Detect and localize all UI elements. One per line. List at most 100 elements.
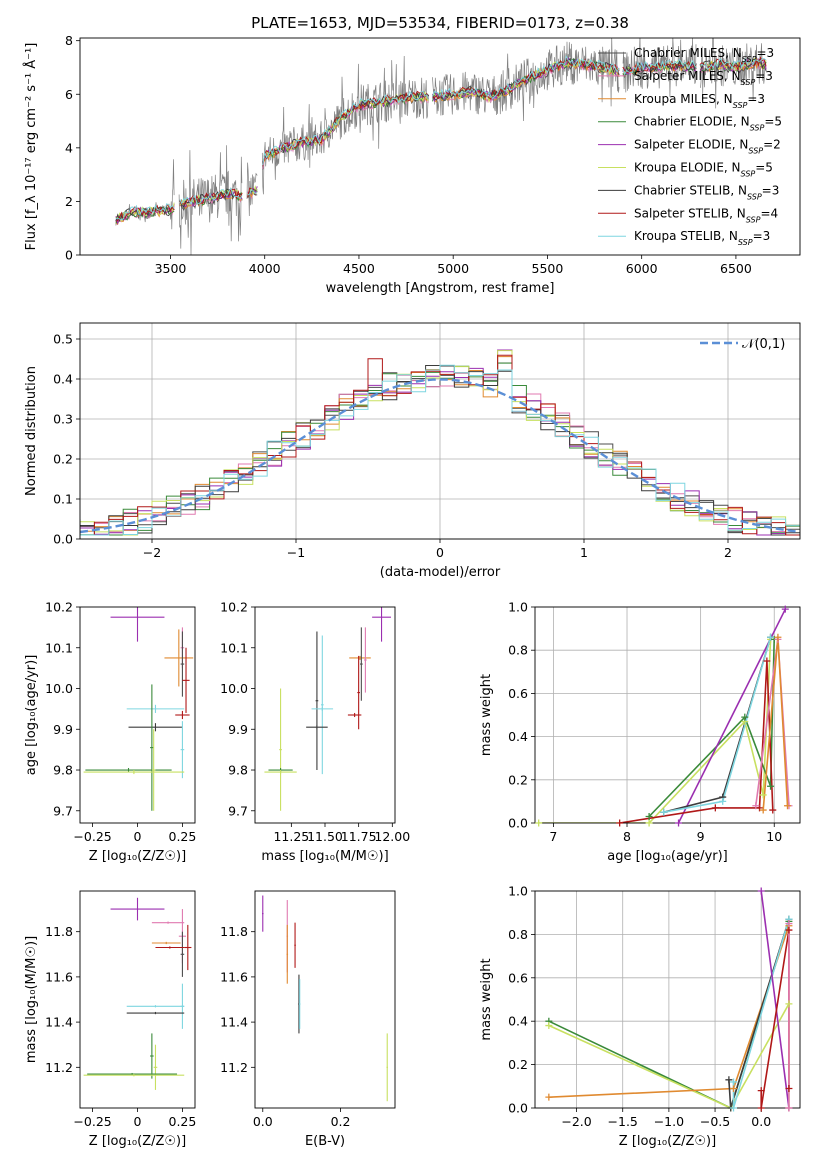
weight-marker <box>785 1104 793 1112</box>
weight-marker <box>774 633 782 641</box>
y-tick-label: 9.7 <box>228 803 248 818</box>
x-tick-label: −0.25 <box>73 829 111 844</box>
x-tick-label: 8 <box>623 829 631 844</box>
legend-label: Kroupa MILES, NSSP=3 <box>634 92 765 110</box>
weight-marker <box>756 804 764 812</box>
weight-marker <box>781 605 789 613</box>
normal-curve <box>80 378 800 534</box>
weight-marker <box>616 819 624 827</box>
legend-label: Chabrier STELIB, NSSP=3 <box>634 183 779 201</box>
weight-line <box>663 636 772 813</box>
x-tick-label: 12.00 <box>374 829 410 844</box>
spectrum-plot-area <box>115 38 767 255</box>
weight-marker <box>730 1104 738 1112</box>
weight-line <box>648 639 775 818</box>
x-tick-label: 0 <box>134 829 142 844</box>
weight-marker <box>741 713 749 721</box>
age_vs_Z-plot-area <box>83 607 194 811</box>
residuals-panel: −2 −1 0 1 2 0.0 0.1 0.2 0.3 0.4 0.5 (data-model)/er… <box>24 322 801 580</box>
y-axis-label: mass weight <box>479 958 494 1040</box>
x-tick-label: 5000 <box>437 261 469 276</box>
y-tick-label: 2 <box>65 194 73 209</box>
y-tick-label: 11.2 <box>45 1060 73 1075</box>
axes-frame <box>79 606 196 824</box>
x-axis-label: mass [log₁₀(M/M☉)] <box>261 849 388 864</box>
weight-marker <box>719 797 727 805</box>
y-tick-label: 0.2 <box>53 452 73 467</box>
y-tick-label: 0.0 <box>508 816 528 831</box>
weight-marker <box>785 920 793 928</box>
x-tick-label: −1.0 <box>654 1114 684 1129</box>
y-tick-label: 10.2 <box>45 600 73 615</box>
axes-frame <box>79 37 801 256</box>
residuals-plot-area <box>80 349 800 536</box>
axes-frame <box>79 890 196 1109</box>
legend-label: Salpeter MILES, NSSP=3 <box>634 69 773 87</box>
spectrum-model-line <box>115 55 767 220</box>
x-tick-label: 0 <box>134 1114 142 1129</box>
mass_vs_EBV-panel: 0.0 0.2 11.2 11.4 11.6 11.8 E(B-V) <box>220 890 396 1149</box>
x-axis-label: age [log₁₀(age/yr)] <box>607 849 728 864</box>
x-tick-label: −0.5 <box>700 1114 730 1129</box>
axes-frame <box>534 890 801 1109</box>
x-tick-label: 6500 <box>720 261 752 276</box>
y-tick-label: 0.2 <box>508 772 528 787</box>
y-tick-label: 9.8 <box>53 763 73 778</box>
x-axis-label: Z [log₁₀(Z/Z☉)] <box>89 1134 186 1149</box>
mass_vs_EBV-plot-area <box>262 895 388 1102</box>
y-tick-label: 10.0 <box>220 681 248 696</box>
x-tick-label: −0.25 <box>73 1114 111 1129</box>
weight-marker <box>785 1000 793 1008</box>
legend-label: 𝒩(0,1) <box>742 337 785 352</box>
spectrum-panel: 3500 4000 4500 5000 5500 6000 6500 0 2 4 6 8 wavelen… <box>23 33 801 296</box>
y-tick-label: 0.2 <box>508 1057 528 1072</box>
weight-marker <box>785 926 793 934</box>
weight-line <box>663 636 772 813</box>
weight-marker <box>769 806 777 814</box>
y-tick-label: 0.8 <box>508 643 528 658</box>
y-tick-label: 9.8 <box>228 763 248 778</box>
x-tick-label: 0.2 <box>331 1114 351 1129</box>
x-tick-label: −1 <box>287 545 305 560</box>
y-tick-label: 0.4 <box>508 1014 528 1029</box>
weight-marker <box>725 1076 733 1084</box>
y-tick-label: 0.5 <box>53 332 73 347</box>
x-tick-label: 7 <box>549 829 557 844</box>
weight-marker <box>757 1104 765 1112</box>
y-tick-label: 0.4 <box>53 372 73 387</box>
y-tick-label: 11.4 <box>220 1015 248 1030</box>
weight-line <box>538 639 772 823</box>
x-tick-label: 2 <box>724 545 732 560</box>
weight-marker <box>711 804 719 812</box>
y-tick-label: 1.0 <box>508 600 528 615</box>
weight-marker <box>767 633 775 641</box>
x-tick-label: 4000 <box>249 261 281 276</box>
weight-line <box>728 918 790 1108</box>
mw_vs_Z-panel: −2.0 −1.5 −1.0 −0.5 0.0 0.0 0.2 0.4 0.6 0.8 1.0 Z [… <box>479 884 801 1149</box>
age_vs_mass-plot-area <box>264 607 391 811</box>
weight-marker <box>763 657 771 665</box>
y-tick-label: 0.6 <box>508 970 528 985</box>
x-tick-label: 0.0 <box>751 1114 771 1129</box>
y-tick-label: 0.8 <box>508 927 528 942</box>
y-tick-label: 0.6 <box>508 686 528 701</box>
weight-marker <box>545 1022 553 1030</box>
mass_vs_Z-panel: −0.25 0 0.25 11.2 11.4 11.6 11.8 Z [log₁₀(Z/Z☉)… <box>24 890 196 1149</box>
x-tick-label: −2.0 <box>561 1114 591 1129</box>
x-tick-label: −1.5 <box>608 1114 638 1129</box>
x-tick-label: 3500 <box>155 261 187 276</box>
x-tick-label: 5500 <box>532 261 564 276</box>
y-axis-label: mass [log₁₀(M/M☉)] <box>24 936 39 1063</box>
y-tick-label: 11.6 <box>45 969 73 984</box>
age_vs_Z-panel: −0.25 0 0.25 9.7 9.8 9.9 10.0 10.1 10.2 Z [log₁₀(… <box>24 600 196 865</box>
x-tick-label: 11.50 <box>307 829 343 844</box>
weight-marker <box>752 802 760 810</box>
x-tick-label: 0 <box>436 545 444 560</box>
x-tick-label: 0.0 <box>253 1114 273 1129</box>
y-tick-label: 1.0 <box>508 884 528 899</box>
weight-marker <box>645 819 653 827</box>
weight-marker <box>757 887 765 895</box>
mw_vs_age-panel: 7 8 9 10 0.0 0.2 0.4 0.6 0.8 1.0 age [log₁₀(age/yr… <box>479 600 801 864</box>
